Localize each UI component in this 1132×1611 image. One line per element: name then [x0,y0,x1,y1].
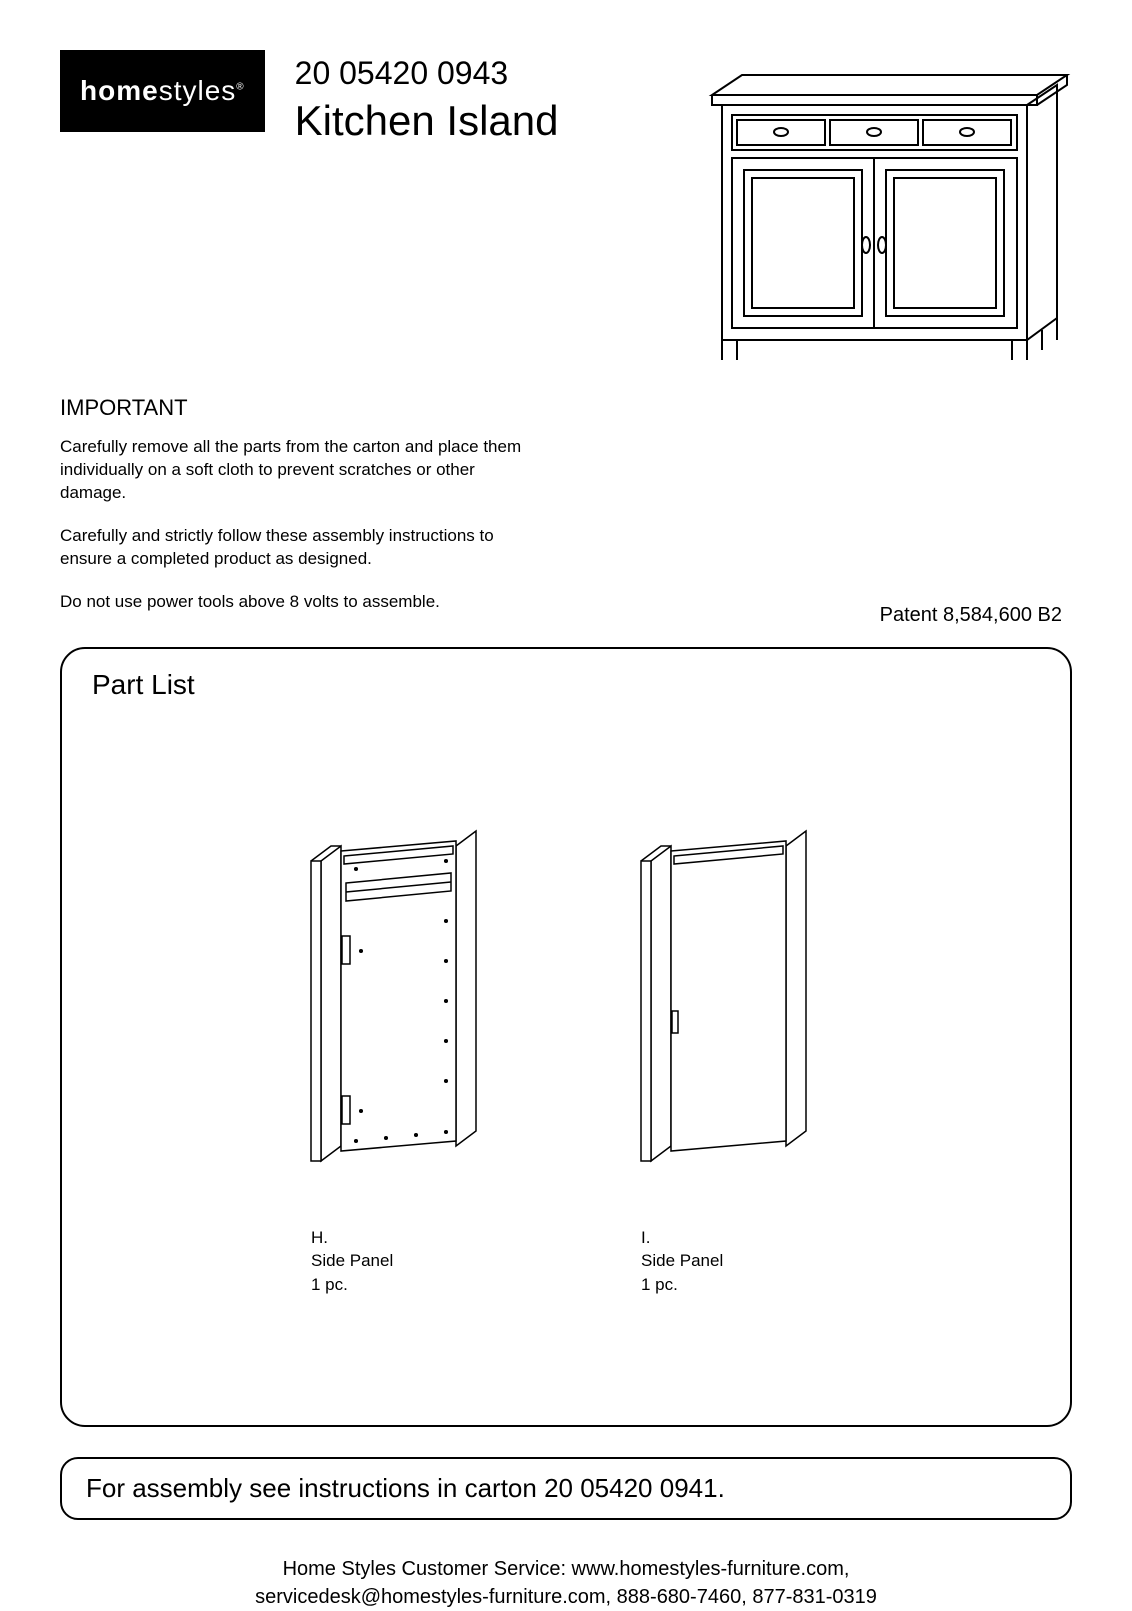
footer-line1: Home Styles Customer Service: www.homest… [60,1555,1072,1583]
part-i-name: Side Panel [641,1249,826,1273]
part-h-label: H. Side Panel 1 pc. [306,1226,496,1297]
side-panel-h-icon [306,821,496,1171]
part-h-qty: 1 pc. [311,1273,496,1297]
part-h-letter: H. [311,1226,496,1250]
part-list-heading: Part List [92,669,1040,701]
assembly-note: For assembly see instructions in carton … [60,1457,1072,1520]
product-name: Kitchen Island [295,97,559,145]
part-i-label: I. Side Panel 1 pc. [636,1226,826,1297]
footer-line2: servicedesk@homestyles-furniture.com, 88… [60,1583,1072,1611]
important-p2: Carefully and strictly follow these asse… [60,525,526,571]
part-list-box: Part List [60,647,1072,1427]
logo-light: styles [159,75,237,106]
page-header: homestyles® 20 05420 0943 Kitchen Island [60,50,1072,375]
parts-row: H. Side Panel 1 pc. [92,821,1040,1297]
product-illustration [578,50,1072,375]
important-heading: IMPORTANT [60,395,526,421]
part-i-qty: 1 pc. [641,1273,826,1297]
product-number: 20 05420 0943 [295,55,559,92]
footer: Home Styles Customer Service: www.homest… [60,1555,1072,1611]
part-i: I. Side Panel 1 pc. [636,821,826,1297]
important-p1: Carefully remove all the parts from the … [60,436,526,505]
part-i-letter: I. [641,1226,826,1250]
part-h-name: Side Panel [311,1249,496,1273]
kitchen-island-icon [702,50,1072,370]
brand-logo: homestyles® [60,50,265,132]
part-h: H. Side Panel 1 pc. [306,821,496,1297]
title-block: 20 05420 0943 Kitchen Island [285,50,559,145]
important-section: IMPORTANT Carefully remove all the parts… [60,395,526,614]
logo-bold: home [80,75,159,106]
side-panel-i-icon [636,821,826,1171]
